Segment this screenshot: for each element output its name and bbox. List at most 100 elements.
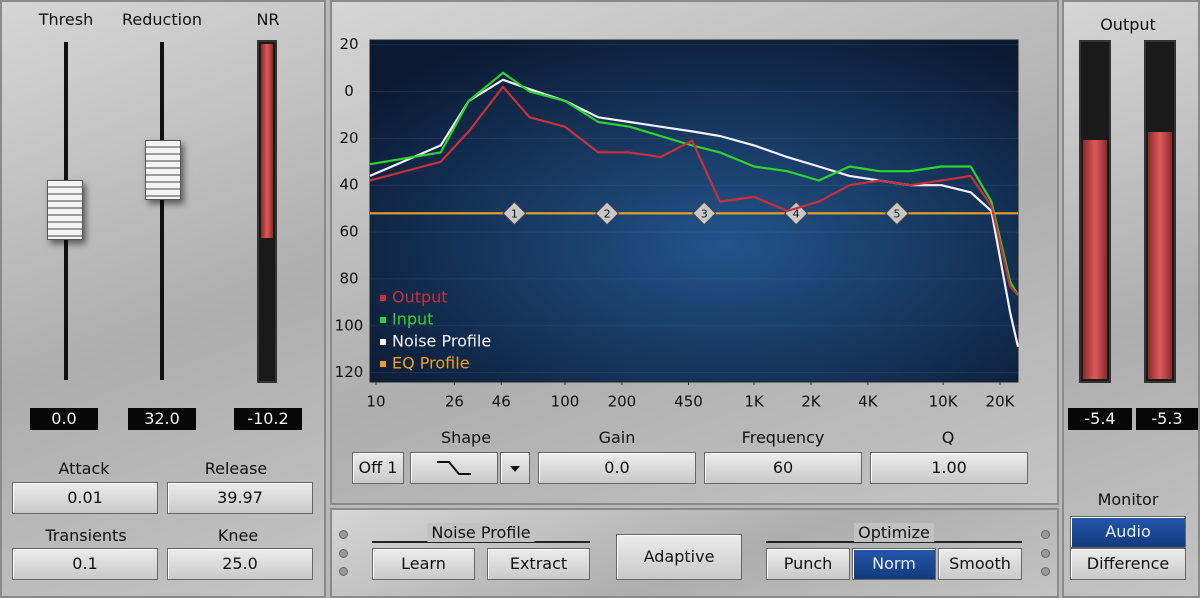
transients-field[interactable]: 0.1 xyxy=(12,548,158,580)
frequency-field[interactable]: 60 xyxy=(704,452,862,484)
eq-node-handle xyxy=(692,201,717,226)
y-tick-label: 40 xyxy=(339,176,358,194)
knee-field[interactable]: 25.0 xyxy=(167,548,313,580)
attack-field[interactable]: 0.01 xyxy=(12,482,158,514)
y-tick-label: 20 xyxy=(339,129,358,147)
gain-field[interactable]: 0.0 xyxy=(538,452,696,484)
series-line xyxy=(369,71,1019,296)
legend-swatch xyxy=(380,339,386,345)
output-meter xyxy=(1144,40,1176,383)
learn-button[interactable]: Learn xyxy=(372,548,475,580)
eq-node[interactable]: 3 xyxy=(692,201,717,226)
fader-label: Reduction xyxy=(122,10,202,29)
legend-swatch xyxy=(380,295,386,301)
readout: -10.2 xyxy=(234,408,302,430)
monitor-button[interactable]: Difference xyxy=(1070,548,1186,580)
control-label: Q xyxy=(941,428,955,447)
eq-node-label: 5 xyxy=(893,207,900,220)
readout: 32.0 xyxy=(128,408,196,430)
extract-button[interactable]: Extract xyxy=(487,548,590,580)
q-field[interactable]: 1.00 xyxy=(870,452,1028,484)
monitor-button[interactable]: Audio xyxy=(1070,516,1186,548)
shape-dropdown[interactable] xyxy=(500,452,530,484)
control-label: Transients xyxy=(45,526,127,545)
group-line xyxy=(372,541,590,543)
eq-node[interactable]: 2 xyxy=(595,201,620,226)
eq-node-handle xyxy=(595,201,620,226)
adaptive-button[interactable]: Adaptive xyxy=(616,534,742,580)
control-label: Gain xyxy=(598,428,636,447)
legend-label: EQ Profile xyxy=(392,354,470,373)
group-title: Optimize xyxy=(854,523,934,542)
x-tick-label: 2K xyxy=(801,393,822,411)
eq-node-handle xyxy=(502,201,527,226)
eq-node-label: 1 xyxy=(511,207,518,220)
legend-label: Output xyxy=(392,288,448,307)
legend-label: Noise Profile xyxy=(392,332,491,351)
x-tick-label: 26 xyxy=(445,393,464,411)
eq-node[interactable]: 1 xyxy=(502,201,527,226)
monitor-label: Monitor xyxy=(1097,490,1159,509)
x-tick-label: 1K xyxy=(744,393,765,411)
x-tick-label: 100 xyxy=(551,393,580,411)
release-field[interactable]: 39.97 xyxy=(167,482,313,514)
optimize-button[interactable]: Punch xyxy=(766,548,850,580)
eq-node[interactable]: 5 xyxy=(884,201,909,226)
eq-node-label: 3 xyxy=(701,207,708,220)
legend-swatch xyxy=(380,361,386,367)
control-label: Attack xyxy=(58,459,110,478)
control-label: Release xyxy=(204,459,268,478)
screw xyxy=(1041,530,1050,539)
optimize-button[interactable]: Smooth xyxy=(938,548,1022,580)
legend-label: Input xyxy=(392,310,433,329)
nr-meter xyxy=(257,40,277,383)
screw xyxy=(1041,549,1050,558)
readout: -5.4 xyxy=(1068,408,1132,430)
y-tick-label: 0 xyxy=(344,82,354,100)
plot-area xyxy=(369,39,1019,383)
fader-track xyxy=(160,42,164,380)
thresh-fader[interactable] xyxy=(47,180,83,240)
x-tick-label: 20K xyxy=(986,393,1016,411)
y-tick-label: 80 xyxy=(339,269,358,287)
eq-node-handle xyxy=(884,201,909,226)
y-tick-label: 100 xyxy=(335,316,364,334)
band-toggle[interactable]: Off 1 xyxy=(352,452,404,484)
x-tick-label: 10K xyxy=(929,393,959,411)
x-tick-label: 450 xyxy=(674,393,703,411)
screw xyxy=(339,567,348,576)
x-tick-label: 10 xyxy=(366,393,385,411)
screw xyxy=(339,530,348,539)
y-tick-label: 20 xyxy=(339,35,358,53)
readout: 0.0 xyxy=(30,408,98,430)
shape-icon xyxy=(437,461,471,475)
meter-label: NR xyxy=(256,10,280,29)
screw xyxy=(339,549,348,558)
output-label: Output xyxy=(1100,15,1156,34)
control-label: Knee xyxy=(217,526,259,545)
fader-label: Thresh xyxy=(38,10,94,29)
x-tick-label: 200 xyxy=(608,393,637,411)
y-tick-label: 120 xyxy=(335,363,364,381)
series-line xyxy=(369,78,1020,348)
group-line xyxy=(766,541,1022,543)
control-label: Frequency xyxy=(741,428,825,447)
series-line xyxy=(369,85,1019,297)
y-tick-label: 60 xyxy=(339,223,358,241)
output-meter xyxy=(1079,40,1111,383)
legend-swatch xyxy=(380,317,386,323)
eq-node-label: 2 xyxy=(604,207,611,220)
eq-node-label: 4 xyxy=(793,207,800,220)
readout: -5.3 xyxy=(1136,408,1198,430)
optimize-button[interactable]: Norm xyxy=(852,548,936,580)
control-label: Shape xyxy=(440,428,492,447)
group-title: Noise Profile xyxy=(427,523,535,542)
dropdown-arrow xyxy=(510,466,520,472)
x-tick-label: 4K xyxy=(858,393,879,411)
screw xyxy=(1041,567,1050,576)
shape-select[interactable] xyxy=(410,452,498,484)
reduction-fader[interactable] xyxy=(145,140,181,200)
x-tick-label: 46 xyxy=(492,393,511,411)
